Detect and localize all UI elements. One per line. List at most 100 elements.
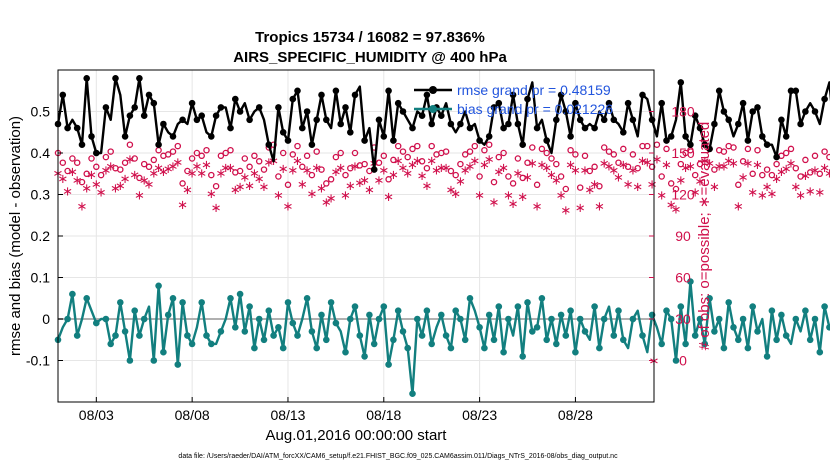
obs-evaluated-point: ∗ <box>819 161 830 176</box>
obs-evaluated-point: ∗ <box>690 186 701 201</box>
rmse-point <box>150 99 158 107</box>
rmse-point <box>121 133 129 140</box>
rmse-point <box>308 141 316 148</box>
bias-point <box>217 328 225 335</box>
obs-possible-point <box>730 144 737 151</box>
bias-point <box>404 344 412 352</box>
bias-point <box>385 361 392 368</box>
obs-possible-point <box>198 152 205 160</box>
bias-point <box>260 336 268 344</box>
obs-possible-point <box>284 181 292 189</box>
obs-evaluated-point: ∗ <box>460 164 471 179</box>
bias-point <box>294 332 301 339</box>
rmse-point <box>370 166 378 173</box>
rmse-point <box>600 116 608 124</box>
obs-evaluated-point: ∗ <box>225 161 236 176</box>
obs-evaluated-point: ∗ <box>148 166 159 181</box>
obs-evaluated-point: ∗ <box>105 159 116 174</box>
obs-evaluated-point: ∗ <box>431 164 442 179</box>
obs-evaluated-point: ∗ <box>627 164 638 179</box>
obs-evaluated-point: ∗ <box>661 158 672 173</box>
obs-possible-point <box>303 152 311 160</box>
obs-possible-point <box>797 173 804 180</box>
bias-point <box>711 328 718 335</box>
rmse-point <box>332 87 340 95</box>
rmse-point <box>787 87 795 95</box>
obs-evaluated-point: ∗ <box>766 187 777 202</box>
bias-point <box>275 324 282 331</box>
obs-evaluated-point: ∗ <box>278 162 289 177</box>
rmse-point <box>696 124 704 132</box>
rmse-point <box>533 124 541 132</box>
bias-point <box>457 315 464 323</box>
bias-point <box>198 299 205 306</box>
rmse-point <box>294 87 301 95</box>
obs-evaluated-point: ∗ <box>287 164 298 179</box>
obs-possible-point <box>505 173 512 180</box>
obs-possible-point <box>461 151 469 158</box>
obs-possible-point <box>557 173 565 180</box>
rmse-point <box>720 108 728 115</box>
bias-point <box>572 348 579 356</box>
left-tick-label: 0 <box>42 311 50 327</box>
obs-possible-point <box>481 146 488 154</box>
obs-evaluated-point: ∗ <box>57 172 68 187</box>
obs-evaluated-point: ∗ <box>77 200 88 215</box>
rmse-point <box>610 116 618 124</box>
bias-point <box>399 328 407 335</box>
rmse-point <box>88 133 95 140</box>
obs-evaluated-point: ∗ <box>709 180 720 195</box>
bias-point <box>93 319 100 327</box>
rmse-point <box>236 108 244 115</box>
bias-point <box>706 295 713 302</box>
obs-possible-point <box>543 149 550 157</box>
obs-possible-point <box>485 141 493 148</box>
legend-bias-label: bias grand pr = 0.021226 <box>457 101 613 117</box>
obs-possible-point <box>375 159 383 166</box>
rmse-point <box>208 133 215 140</box>
x-tick-label: 08/13 <box>270 407 305 423</box>
obs-evaluated-point: ∗ <box>378 164 389 179</box>
obs-evaluated-point: ∗ <box>723 154 734 169</box>
obs-possible-point <box>327 176 335 183</box>
rmse-point <box>739 99 747 107</box>
bias-point <box>466 295 474 302</box>
bias-point <box>778 311 785 319</box>
x-tick-label: 08/18 <box>366 407 401 423</box>
obs-evaluated-point: ∗ <box>86 168 97 183</box>
obs-possible-point <box>404 153 411 161</box>
obs-possible-point <box>289 151 297 158</box>
rmse-point <box>64 124 71 132</box>
rmse-point <box>255 104 263 111</box>
obs-evaluated-point: ∗ <box>599 157 610 172</box>
bias-point <box>591 303 598 310</box>
rmse-point <box>505 120 512 128</box>
right-tick-label: 0 <box>679 353 687 369</box>
y-axis-label-right: # of obs: o=possible; ∗=evaluated <box>696 122 713 351</box>
bias-point <box>553 340 560 348</box>
bias-point <box>232 324 239 331</box>
obs-possible-point <box>93 163 100 171</box>
rmse-point <box>375 116 383 124</box>
obs-possible-point <box>59 159 67 166</box>
bias-point <box>284 299 292 306</box>
bias-point <box>303 295 311 302</box>
rmse-point <box>299 124 306 132</box>
bias-point <box>701 340 709 348</box>
obs-possible-point <box>476 173 483 180</box>
bias-point <box>323 336 330 344</box>
bias-point <box>529 328 536 335</box>
rmse-point <box>361 137 368 144</box>
rmse-point <box>782 133 790 140</box>
obs-possible-point <box>208 171 215 179</box>
obs-evaluated-point: ∗ <box>120 172 131 187</box>
bias-line <box>56 280 830 395</box>
obs-possible-point <box>763 166 771 173</box>
bias-point <box>370 340 378 348</box>
obs-evaluated-point: ∗ <box>484 153 495 168</box>
obs-evaluated-point: ∗ <box>493 165 504 180</box>
rmse-point <box>682 133 689 140</box>
obs-possible-point <box>351 149 359 157</box>
right-tick-label: 90 <box>675 228 691 244</box>
obs-evaluated-point: ∗ <box>115 179 126 194</box>
